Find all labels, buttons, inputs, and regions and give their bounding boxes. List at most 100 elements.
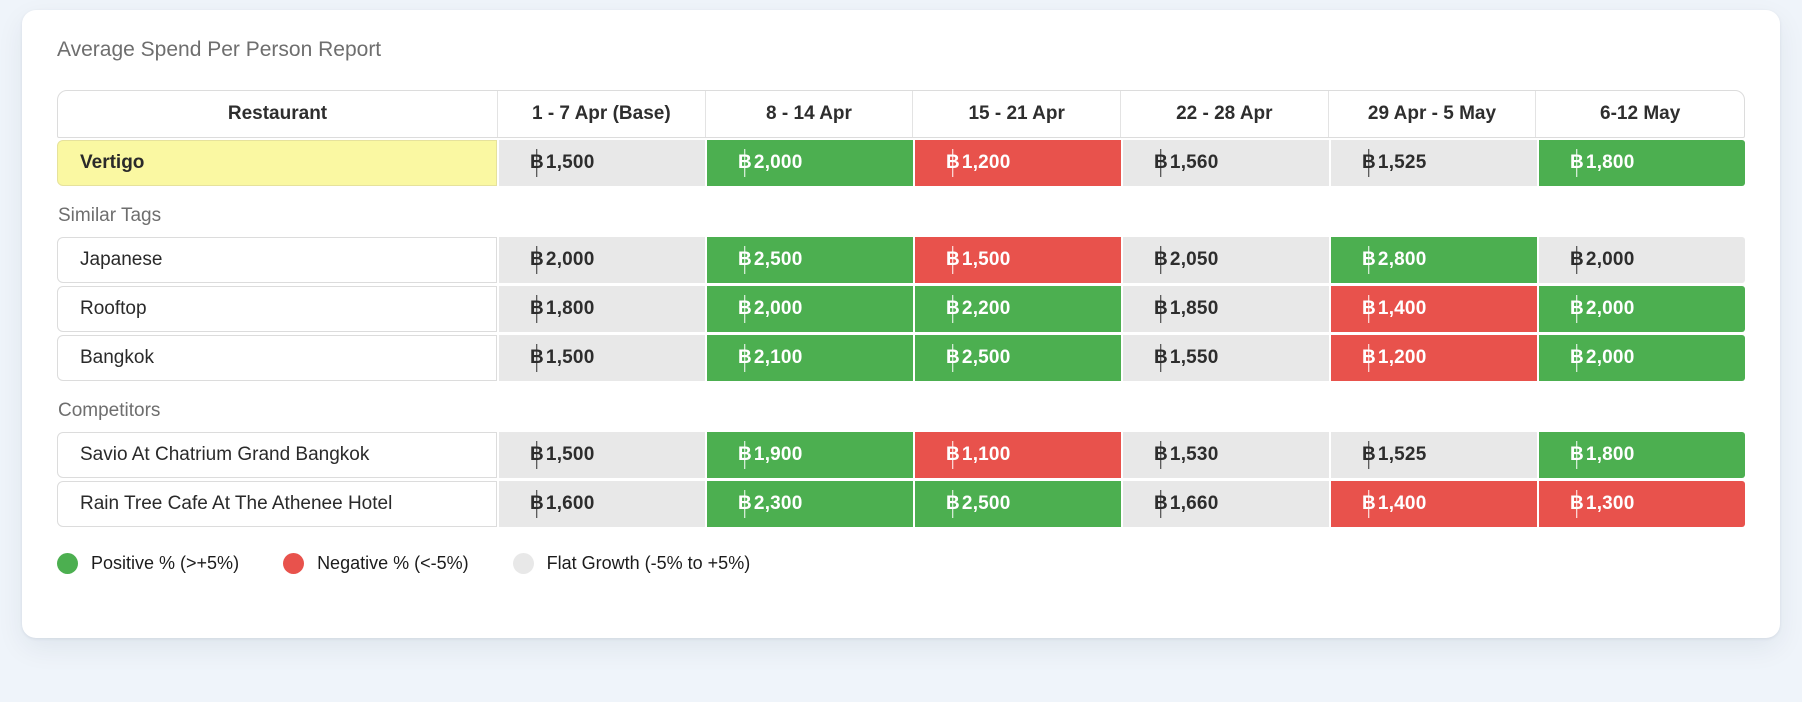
baht-icon [1361, 444, 1377, 466]
column-header-week-5: 29 Apr - 5 May [1329, 91, 1537, 137]
spend-amount: 2,300 [753, 493, 803, 514]
restaurant-name-cell: Japanese [57, 237, 497, 283]
spend-amount: 2,500 [753, 249, 803, 270]
legend-dot-flat-icon [512, 553, 534, 574]
baht-icon [1361, 493, 1377, 515]
spend-amount: 1,500 [545, 347, 595, 368]
baht-icon [737, 493, 753, 515]
baht-icon [1361, 347, 1377, 369]
spend-amount: 1,800 [1585, 152, 1635, 173]
spend-amount: 1,850 [1169, 298, 1219, 319]
legend: Positive % (>+5%) Negative % (<-5%) Flat… [57, 553, 1745, 574]
table-header-row: Restaurant 1 - 7 Apr (Base) 8 - 14 Apr 1… [57, 90, 1745, 138]
legend-label-positive: Positive % (>+5%) [91, 553, 240, 573]
spend-amount: 1,400 [1377, 493, 1427, 514]
baht-icon [945, 249, 961, 271]
column-header-week-3: 15 - 21 Apr [913, 91, 1121, 137]
restaurant-name-cell: Savio At Chatrium Grand Bangkok [57, 432, 497, 478]
baht-icon [1153, 444, 1169, 466]
baht-icon [1153, 152, 1169, 174]
spend-amount: 1,600 [545, 493, 595, 514]
spend-amount: 2,500 [961, 347, 1011, 368]
spend-cell: 1,660 [1123, 481, 1329, 527]
spend-cell: 2,300 [707, 481, 913, 527]
table-row: Savio At Chatrium Grand Bangkok 1,500 1,… [57, 432, 1745, 478]
spend-cell: 2,500 [707, 237, 913, 283]
baht-icon [1361, 249, 1377, 271]
baht-icon [529, 152, 545, 174]
legend-label-flat: Flat Growth (-5% to +5%) [546, 553, 751, 573]
spend-amount: 2,000 [1585, 298, 1635, 319]
column-header-week-2: 8 - 14 Apr [706, 91, 914, 137]
spend-cell: 1,200 [1331, 335, 1537, 381]
spend-amount: 2,050 [1169, 249, 1219, 270]
restaurant-name-cell: Bangkok [57, 335, 497, 381]
spend-cell: 2,050 [1123, 237, 1329, 283]
baht-icon [1153, 493, 1169, 515]
spend-amount: 1,300 [1585, 493, 1635, 514]
spend-cell: 1,550 [1123, 335, 1329, 381]
spend-cell: 1,600 [499, 481, 705, 527]
baht-icon [737, 298, 753, 320]
baht-icon [529, 444, 545, 466]
spend-cell: 2,000 [707, 140, 913, 186]
baht-icon [945, 152, 961, 174]
spend-amount: 2,100 [753, 347, 803, 368]
spend-cell: 2,000 [707, 286, 913, 332]
spend-cell: 1,560 [1123, 140, 1329, 186]
legend-item-positive: Positive % (>+5%) [57, 553, 239, 574]
baht-icon [1569, 493, 1585, 515]
spend-cell: 1,900 [707, 432, 913, 478]
table-row: Rain Tree Cafe At The Athenee Hotel 1,60… [57, 481, 1745, 527]
column-header-week-6: 6-12 May [1600, 103, 1681, 124]
baht-icon [945, 298, 961, 320]
baht-icon [529, 298, 545, 320]
baht-icon [529, 493, 545, 515]
baht-icon [737, 152, 753, 174]
baht-icon [737, 444, 753, 466]
spend-cell: 1,500 [499, 432, 705, 478]
legend-dot-positive-icon [57, 553, 78, 574]
spend-amount: 1,500 [545, 444, 595, 465]
spend-amount: 1,400 [1377, 298, 1427, 319]
spend-amount: 1,100 [961, 444, 1011, 465]
spend-cell: 2,200 [915, 286, 1121, 332]
spend-amount: 1,500 [961, 249, 1011, 270]
spend-cell: 1,800 [1539, 140, 1745, 186]
spend-cell: 1,400 [1331, 481, 1537, 527]
spend-cell: 2,500 [915, 481, 1121, 527]
spend-cell: 1,525 [1331, 140, 1537, 186]
baht-icon [945, 493, 961, 515]
spend-cell: 1,400 [1331, 286, 1537, 332]
table-row: Japanese 2,000 2,500 1,500 2,050 2,800 2… [57, 237, 1745, 283]
baht-icon [529, 249, 545, 271]
spend-cell: 1,800 [1539, 432, 1745, 478]
spend-amount: 1,200 [1377, 347, 1427, 368]
spend-cell: 2,000 [499, 237, 705, 283]
spend-cell: 1,300 [1539, 481, 1745, 527]
baht-icon [1153, 249, 1169, 271]
spend-amount: 2,500 [961, 493, 1011, 514]
spend-amount: 1,530 [1169, 444, 1219, 465]
spend-cell: 1,100 [915, 432, 1121, 478]
spend-cell: 2,000 [1539, 237, 1745, 283]
spend-amount: 1,500 [545, 152, 595, 173]
table-row: Bangkok 1,500 2,100 2,500 1,550 1,200 2,… [57, 335, 1745, 381]
table-row: Rooftop 1,800 2,000 2,200 1,850 1,400 2,… [57, 286, 1745, 332]
baht-icon [1153, 298, 1169, 320]
column-header-week-1: 1 - 7 Apr (Base) [498, 91, 706, 137]
baht-icon [1569, 298, 1585, 320]
baht-icon [529, 347, 545, 369]
table-row-main: Vertigo 1,500 2,000 1,200 1,560 1,525 1,… [57, 140, 1745, 186]
spend-cell: 1,500 [499, 335, 705, 381]
column-header-restaurant: Restaurant [58, 91, 498, 137]
spend-cell: 1,200 [915, 140, 1121, 186]
spend-cell: 2,500 [915, 335, 1121, 381]
legend-dot-negative-icon [283, 553, 305, 574]
spend-cell: 1,850 [1123, 286, 1329, 332]
restaurant-name-cell: Rain Tree Cafe At The Athenee Hotel [57, 481, 497, 527]
restaurant-name-cell: Rooftop [57, 286, 497, 332]
spend-amount: 1,525 [1377, 152, 1427, 173]
baht-icon [945, 444, 961, 466]
section-label-competitors: Competitors [58, 400, 161, 421]
